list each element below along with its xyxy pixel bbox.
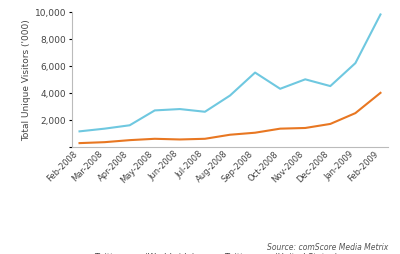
Line: Twitter.com (Worldwide): Twitter.com (Worldwide) xyxy=(80,15,380,132)
Text: Source: comScore Media Metrix: Source: comScore Media Metrix xyxy=(267,243,388,251)
Twitter.com (United States) xyxy=(152,138,157,141)
Twitter.com (United States) xyxy=(102,141,107,144)
Line: Twitter.com (United States): Twitter.com (United States) xyxy=(80,93,380,144)
Twitter.com (Worldwide) xyxy=(378,14,383,17)
Twitter.com (United States) xyxy=(127,139,132,142)
Twitter.com (Worldwide) xyxy=(127,124,132,127)
Twitter.com (United States) xyxy=(253,132,258,135)
Twitter.com (United States) xyxy=(178,138,182,141)
Twitter.com (Worldwide) xyxy=(102,128,107,131)
Twitter.com (United States) xyxy=(328,123,333,126)
Twitter.com (United States) xyxy=(278,128,282,131)
Y-axis label: Total Unique Visitors ('000): Total Unique Visitors ('000) xyxy=(22,19,31,141)
Twitter.com (Worldwide) xyxy=(178,108,182,111)
Twitter.com (Worldwide) xyxy=(253,72,258,75)
Twitter.com (United States) xyxy=(77,142,82,145)
Twitter.com (Worldwide) xyxy=(228,95,232,98)
Twitter.com (United States) xyxy=(303,127,308,130)
Twitter.com (Worldwide) xyxy=(202,111,207,114)
Twitter.com (Worldwide) xyxy=(77,130,82,133)
Twitter.com (United States) xyxy=(202,138,207,141)
Twitter.com (Worldwide) xyxy=(152,109,157,113)
Twitter.com (United States) xyxy=(228,134,232,137)
Twitter.com (United States) xyxy=(378,92,383,95)
Legend: Twitter.com (Worldwide), Twitter.com (United States): Twitter.com (Worldwide), Twitter.com (Un… xyxy=(68,248,341,254)
Twitter.com (United States) xyxy=(353,112,358,115)
Twitter.com (Worldwide) xyxy=(353,62,358,65)
Twitter.com (Worldwide) xyxy=(278,88,282,91)
Twitter.com (Worldwide) xyxy=(328,85,333,88)
Twitter.com (Worldwide) xyxy=(303,78,308,82)
